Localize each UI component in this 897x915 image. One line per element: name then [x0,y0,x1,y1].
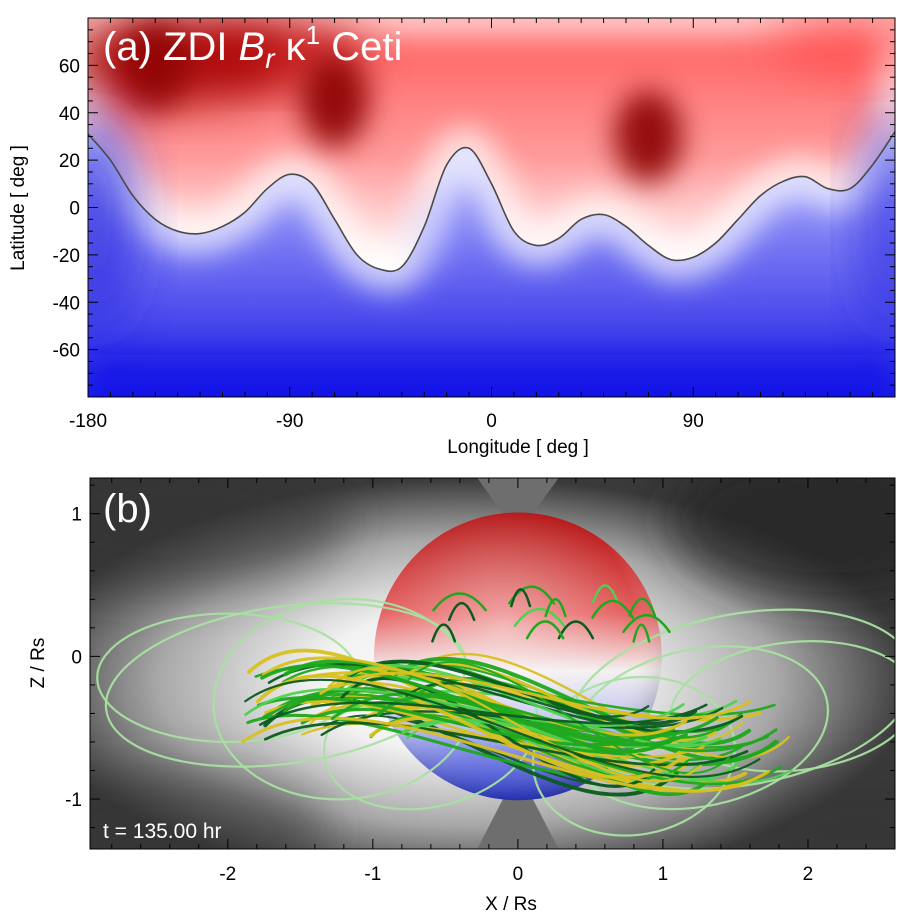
y-tick-label-b: -1 [65,790,82,811]
panel-b-title: (b) [103,487,152,531]
y-tick-label-b: 0 [71,647,82,668]
y-axis-label-a: Latitude [ deg ] [8,145,29,271]
field-line-52 [405,682,650,718]
x-tick-label: 90 [683,411,704,432]
y-tick-label-b: 1 [71,505,82,526]
blob-top-right [770,18,895,72]
field-hook-9 [432,592,488,612]
panel-a-title: (a) ZDI Br κ1 Ceti [103,20,402,74]
corona-dark-lobe-left [90,478,350,590]
polar-cone-top [477,478,559,515]
corona-dark-lobe-bottom-right [740,770,895,849]
field-hook-6 [628,597,657,617]
field-hook-3 [591,599,634,619]
field-line-56 [327,667,703,783]
x-tick-label-b: 0 [513,864,524,885]
field-hook-0 [591,584,619,604]
y-tick-label: 60 [59,56,80,77]
field-line-24 [408,677,778,762]
magnetic-field-lines [96,584,895,837]
x-tick-label-b: -2 [219,864,236,885]
field-line-48 [241,716,770,793]
y-tick-label: 40 [59,104,80,125]
x-axis-label-b: X / Rs [485,894,537,915]
zero-field-contour [88,131,895,273]
field-hook-10 [431,623,457,643]
x-tick-label-b: 1 [658,864,669,885]
field-hook-8 [510,588,532,608]
field-line-59 [244,678,761,779]
y-tick-label: 20 [59,151,80,172]
blue-right-edge [860,109,895,330]
field-hook-2 [513,607,566,627]
panel-b-frame [89,477,896,850]
y-tick-label: -40 [53,293,80,314]
panel-b-ticks [90,478,895,849]
x-tick-label-b: -1 [364,864,381,885]
field-line-44 [347,663,722,748]
panel-b-simulation: -2 -1 0 1 2 1 0 -1 X / Rs Z / Rs (b) t = 135.00… [28,477,896,915]
panel-a-ticks [87,17,896,398]
y-tick-label: -60 [53,341,80,362]
corona-dark-lobe-bottom-left [90,770,330,849]
field-feature-3 [405,190,466,272]
field-feature-1 [614,90,683,183]
corona-dark-lobe-right [670,478,895,600]
polar-cone-bottom [477,798,559,849]
field-line-51 [261,656,688,737]
blue-left-edge [88,109,138,330]
field-hook-5 [447,601,476,622]
field-hook-7 [622,614,671,634]
x-tick-label: -180 [69,411,107,432]
field-hook-13 [525,620,565,640]
field-feature-2 [121,19,190,112]
blue-bottom-band [88,354,895,397]
x-tick-label: 0 [486,411,497,432]
y-tick-label: 0 [69,199,80,220]
y-tick-label: -20 [53,246,80,267]
field-line-58 [319,671,752,720]
field-line-55 [376,694,677,753]
field-line-57 [258,701,708,726]
panel-b-tick-labels: -2 -1 0 1 2 1 0 -1 [65,505,813,885]
panel-a-tick-labels: -180 -90 0 90 60 40 20 0 -20 -40 -60 [53,56,704,432]
x-axis-label-a: Longitude [ deg ] [447,437,589,458]
panel-a-heatmap: -180 -90 0 90 60 40 20 0 -20 -40 -60 Longitude [ d… [8,17,896,458]
field-feature-0 [300,55,369,147]
x-tick-label: -90 [276,411,303,432]
x-tick-label-b: 2 [803,864,814,885]
field-hook-12 [544,597,567,618]
field-hook-11 [632,623,651,643]
y-axis-label-b: Z / Rs [28,638,49,689]
time-label: t = 135.00 hr [103,820,222,843]
